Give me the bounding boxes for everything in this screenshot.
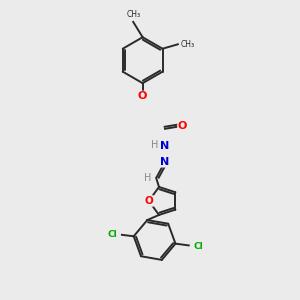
Text: H: H (151, 140, 158, 150)
Text: Cl: Cl (193, 242, 203, 250)
Text: O: O (178, 121, 188, 131)
Text: N: N (160, 142, 169, 152)
Text: O: O (144, 196, 153, 206)
Text: N: N (160, 157, 169, 167)
Text: CH₃: CH₃ (126, 10, 140, 19)
Text: H: H (143, 173, 151, 183)
Text: O: O (138, 92, 147, 101)
Text: Cl: Cl (108, 230, 118, 239)
Text: CH₃: CH₃ (180, 40, 194, 49)
